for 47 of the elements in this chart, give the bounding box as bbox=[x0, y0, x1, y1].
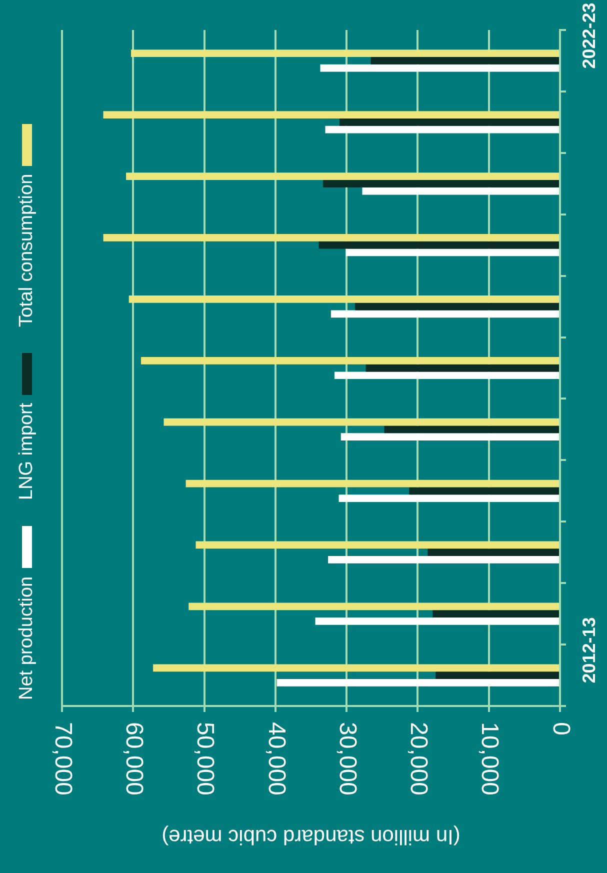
bar bbox=[315, 618, 559, 625]
x-tick-label: 0 bbox=[547, 722, 574, 736]
bar bbox=[103, 234, 559, 242]
bar bbox=[330, 310, 559, 318]
bar bbox=[428, 548, 559, 556]
x-tick-label: 20,000 bbox=[405, 722, 432, 796]
bar bbox=[436, 672, 559, 679]
x-tick-label: 40,000 bbox=[262, 722, 290, 796]
bar bbox=[196, 541, 559, 549]
bar bbox=[128, 295, 559, 303]
bar bbox=[140, 356, 559, 364]
y-tick-label: 2022-23 bbox=[578, 2, 599, 69]
bar bbox=[153, 664, 559, 672]
legend-label: Total consumption bbox=[16, 174, 38, 328]
bar bbox=[126, 172, 559, 180]
bar bbox=[325, 126, 559, 134]
bar bbox=[188, 602, 559, 610]
bar bbox=[366, 364, 559, 372]
bar bbox=[328, 556, 559, 564]
bar bbox=[346, 248, 559, 256]
bar bbox=[338, 494, 559, 502]
bar bbox=[131, 50, 559, 58]
bar bbox=[384, 426, 559, 434]
bar bbox=[362, 187, 559, 195]
bar bbox=[432, 610, 559, 618]
bar bbox=[186, 480, 559, 488]
bar bbox=[340, 433, 559, 441]
x-tick-label: 30,000 bbox=[334, 722, 361, 796]
bar bbox=[103, 111, 559, 118]
x-tick-label: 70,000 bbox=[49, 722, 76, 796]
x-tick-label: 50,000 bbox=[192, 722, 219, 796]
bar bbox=[318, 241, 559, 249]
y-tick-label: 2012-13 bbox=[578, 617, 599, 684]
bar bbox=[164, 418, 559, 426]
bar bbox=[320, 64, 559, 72]
bar bbox=[355, 302, 559, 310]
bar bbox=[339, 118, 559, 126]
bar bbox=[334, 372, 559, 380]
legend-label: LNG import bbox=[16, 403, 38, 500]
x-tick-label: 10,000 bbox=[476, 722, 504, 796]
bar bbox=[370, 57, 559, 64]
bar bbox=[409, 487, 559, 495]
legend-label: Net production bbox=[16, 576, 38, 700]
bar bbox=[323, 180, 559, 188]
bar bbox=[276, 678, 559, 686]
x-tick-label: 60,000 bbox=[120, 722, 148, 796]
x-axis-title: (In million standard cubic metre) bbox=[162, 825, 460, 848]
